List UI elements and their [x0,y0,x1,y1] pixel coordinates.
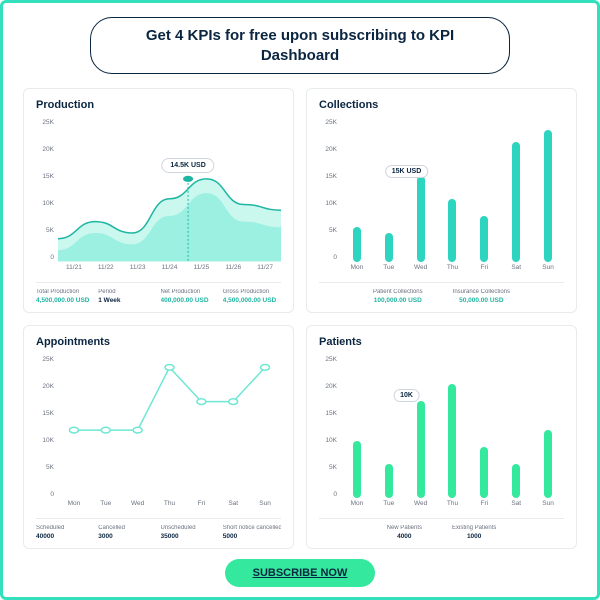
patients-card: Patients 25K20K15K10K5K0 MonTueWedThuFri… [306,325,577,550]
production-stats: Total Production 4,500,000.00 USD Period 1 … [36,282,281,304]
collections-stats: Patient Collections 100,000.00 USD Insuran… [319,282,564,304]
stat-label: Patient Collections [373,289,423,295]
x-axis: MonTueWedThuFriSatSun [341,500,564,512]
x-axis: MonTueWedThuFriSatSun [58,500,281,512]
stat: Patient Collections 100,000.00 USD [373,289,423,304]
appointments-title: Appointments [36,336,281,348]
patients-chart: 25K20K15K10K5K0 MonTueWedThuFriSatSun 10… [319,356,564,513]
tooltip: 10K [393,389,420,402]
bar [512,464,520,498]
stat: Gross Production 4,500,000.00 USD [223,289,281,304]
stat: Insurance Collections 50,000.00 USD [453,289,510,304]
bar [385,464,393,498]
stat: Scheduled 40000 [36,525,94,540]
tooltip: 15K USD [385,165,429,178]
stat-label: Total Production [36,289,94,295]
y-axis: 25K20K15K10K5K0 [36,356,54,499]
stat: Existing Patients 1000 [452,525,496,540]
x-axis: MonTueWedThuFriSatSun [341,264,564,276]
collections-card: Collections 25K20K15K10K5K0 MonTueWedThu… [306,88,577,313]
stat-label: New Patients [387,525,422,531]
stat: Cancelled 3000 [98,525,156,540]
stat: Total Production 4,500,000.00 USD [36,289,94,304]
production-title: Production [36,99,281,111]
appointments-card: Appointments 25K20K15K10K5K0 MonTueWedTh… [23,325,294,550]
appointments-stats: Scheduled 40000 Cancelled 3000 Unscheduled 35… [36,518,281,540]
stat: Unscheduled 35000 [161,525,219,540]
collections-title: Collections [319,99,564,111]
stat-value: 50,000.00 USD [453,297,510,304]
stat-label: Unscheduled [161,525,219,531]
appointments-chart: 25K20K15K10K5K0 MonTueWedThuFriSatSun [36,356,281,513]
stat-value: 3000 [98,533,156,540]
cta-wrap: SUBSCRIBE NOW [23,559,577,587]
stat-value: 1 Week [98,297,156,304]
stat: Net Production 400,000.00 USD [161,289,219,304]
bar [448,384,456,498]
stat-value: 35000 [161,533,219,540]
bar [417,176,425,262]
stat-label: Net Production [161,289,219,295]
production-card: Production 25K20K15K10K5K0 14.5K USD 11/… [23,88,294,313]
collections-chart: 25K20K15K10K5K0 MonTueWedThuFriSatSun 15… [319,119,564,276]
stat-value: 1000 [452,533,496,540]
y-axis: 25K20K15K10K5K0 [36,119,54,262]
y-axis: 25K20K15K10K5K0 [319,119,337,262]
stat-value: 40000 [36,533,94,540]
stat-label: Gross Production [223,289,281,295]
bar [480,216,488,262]
bar [544,430,552,498]
y-axis: 25K20K15K10K5K0 [319,356,337,499]
stat-value: 400,000.00 USD [161,297,219,304]
stat-value: 5000 [223,533,281,540]
stat-value: 4,500,000.00 USD [223,297,281,304]
stat: New Patients 4000 [387,525,422,540]
tooltip: 14.5K USD [161,158,214,173]
stat-label: Period [98,289,156,295]
stat-value: 4,500,000.00 USD [36,297,94,304]
promo-banner: Get 4 KPIs for free upon subscribing to … [90,17,510,74]
bar [353,441,361,498]
patients-title: Patients [319,336,564,348]
bar [448,199,456,262]
stat-label: Cancelled [98,525,156,531]
bar [544,130,552,261]
stat-value: 4000 [387,533,422,540]
x-axis: 11/2111/2211/2311/2411/2511/2611/27 [58,264,281,276]
stat-label: Scheduled [36,525,94,531]
stat: Period 1 Week [98,289,156,304]
stat: Short notice cancelled 5000 [223,525,281,540]
stat-label: Existing Patients [452,525,496,531]
subscribe-button[interactable]: SUBSCRIBE NOW [225,559,376,587]
dashboard-grid: Production 25K20K15K10K5K0 14.5K USD 11/… [23,88,577,549]
bar [353,227,361,261]
bar [480,447,488,498]
stat-label: Short notice cancelled [223,525,281,531]
bar [417,401,425,498]
patients-stats: New Patients 4000 Existing Patients 1000 [319,518,564,540]
production-chart: 25K20K15K10K5K0 14.5K USD 11/2111/2211/2… [36,119,281,276]
stat-value: 100,000.00 USD [373,297,423,304]
bar [512,142,520,262]
bar [385,233,393,262]
stat-label: Insurance Collections [453,289,510,295]
